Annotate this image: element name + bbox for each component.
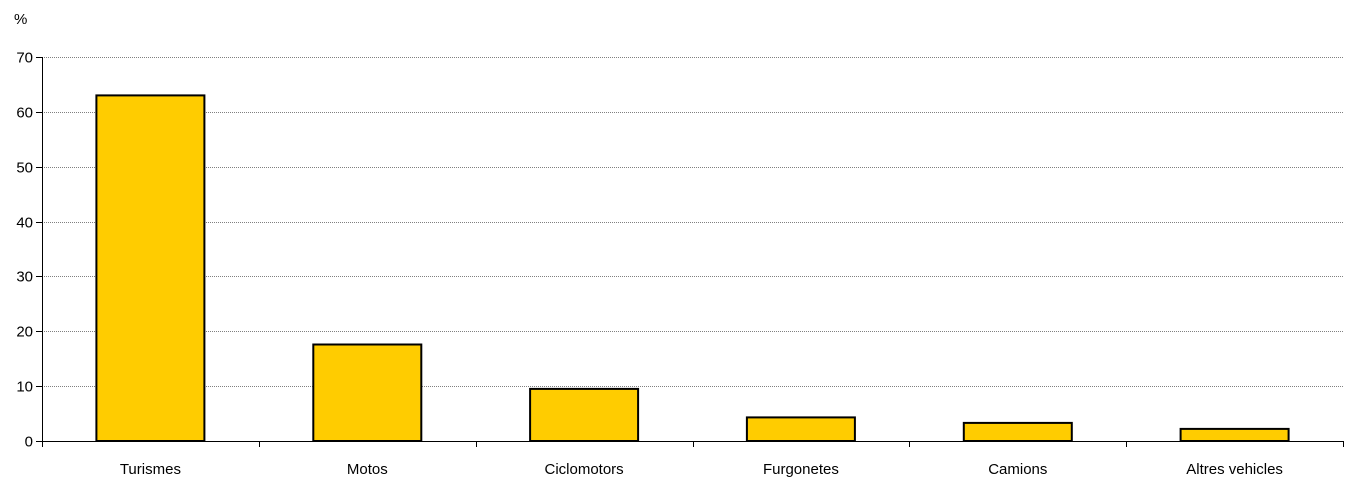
bar-ciclomotors <box>529 387 640 442</box>
bar-camions <box>962 421 1073 442</box>
y-tick-label: 60 <box>16 105 33 122</box>
axes <box>36 57 1344 447</box>
bar-altres-vehicles <box>1179 427 1290 442</box>
y-tick-label: 50 <box>16 160 33 177</box>
bar-turismes <box>95 94 206 443</box>
y-tick-label: 20 <box>16 324 33 341</box>
tick-labels: 0 10 20 30 40 50 60 70 Turismes Motos Ciclomotors F… <box>16 50 1283 479</box>
y-tick-label: 70 <box>16 50 33 67</box>
y-tick-label: 40 <box>16 215 33 232</box>
x-tick-label: Turismes <box>120 461 181 478</box>
x-tick-label: Motos <box>347 461 388 478</box>
x-tick-label: Ciclomotors <box>545 461 624 478</box>
y-axis-unit-label: % <box>14 11 27 28</box>
y-tick-label: 10 <box>16 379 33 396</box>
bar-motos <box>312 343 423 442</box>
bar-furgonetes <box>745 416 856 442</box>
x-tick-label: Furgonetes <box>763 461 839 478</box>
y-tick-label: 30 <box>16 269 33 286</box>
gridlines <box>42 57 1343 387</box>
bars <box>95 94 1290 443</box>
x-tick-label: Camions <box>988 461 1047 478</box>
y-tick-label: 0 <box>25 434 33 451</box>
x-tick-label: Altres vehicles <box>1186 461 1283 478</box>
